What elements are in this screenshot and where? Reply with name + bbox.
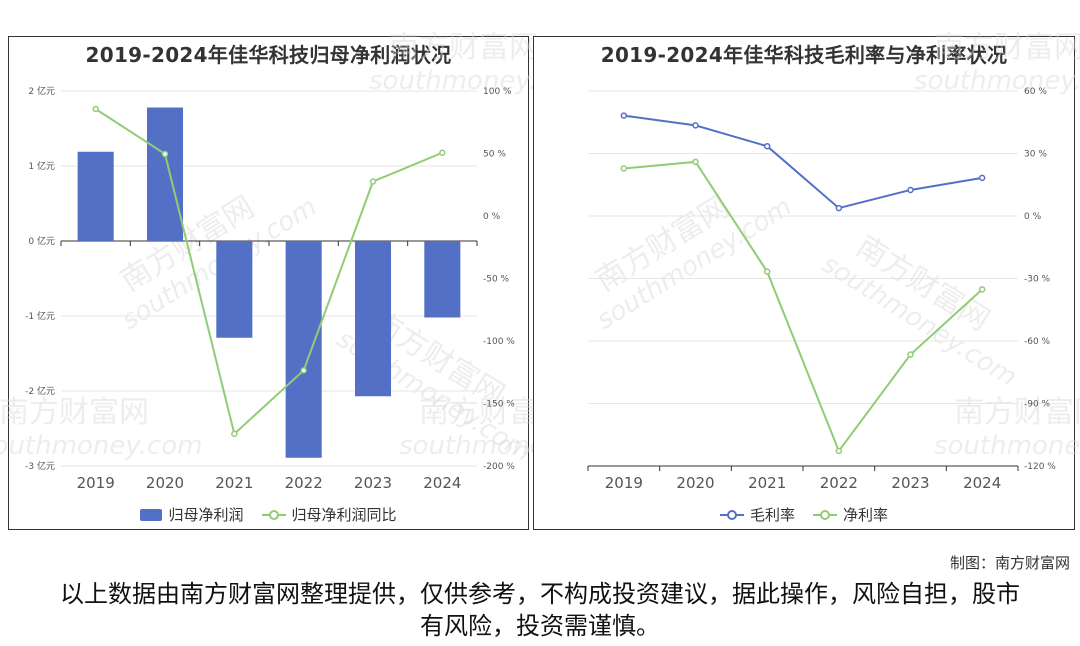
legend-item-gross-margin[interactable]: 毛利率 (719, 504, 795, 525)
y-right-tick-label: -100 % (483, 337, 515, 347)
y-right-tick-label: -120 % (1024, 462, 1056, 472)
x-category-label: 2024 (423, 474, 461, 492)
watermark-cn: 南方财富网 (934, 30, 1080, 65)
chart-credit: 制图：南方财富网 (949, 554, 1070, 572)
legend-item-net-margin[interactable]: 净利率 (813, 504, 888, 525)
y-right-tick-label: 0 % (1024, 212, 1042, 222)
gross-margin-point (835, 204, 843, 212)
right-chart-svg: 南方财富网southmoney.com南方财富网southmoney.com南方… (587, 30, 1080, 492)
watermark-en: southmoney.com (934, 431, 1080, 461)
net-margin-line (623, 160, 983, 454)
x-category-label: 2024 (963, 474, 1001, 492)
y-right-tick-label: 60 % (1024, 87, 1047, 97)
yoy-point (92, 105, 99, 113)
y-left-tick-label: -3 亿元 (25, 460, 55, 472)
net-margin-point (763, 268, 771, 275)
left-chart-panel: 2019-2024年佳华科技归母净利润状况 南方财富网 southmoney.co… (0, 30, 622, 530)
net-margin-point (620, 165, 628, 172)
x-category-label: 2019 (605, 474, 643, 492)
gross-margin-point (763, 142, 771, 150)
bar-swatch-icon (140, 508, 163, 521)
y-right-tick-label: -200 % (483, 462, 515, 472)
left-chart-title: 2019-2024年佳华科技归母净利润状况 (85, 43, 452, 67)
x-category-label: 2019 (77, 474, 115, 492)
y-right-tick-label: 50 % (483, 150, 506, 160)
net-margin-point (835, 447, 843, 455)
y-right-tick-label: 30 % (1024, 150, 1047, 160)
y-left-tick-label: 2 亿元 (28, 85, 55, 97)
watermark-cn: 南方财富网 (0, 395, 149, 430)
legend-label-net-profit: 归母净利润 (168, 506, 244, 524)
y-right-tick-label: -150 % (483, 400, 515, 410)
watermark-cn: 南方财富网 (389, 30, 539, 65)
net-margin-point (907, 351, 914, 358)
net-profit-bar (77, 151, 114, 241)
yoy-point (231, 430, 238, 438)
net-profit-bar (146, 107, 184, 241)
net-profit-bar (354, 241, 392, 397)
net-profit-bar (285, 241, 322, 458)
y-left-tick-label: 0 亿元 (28, 235, 55, 247)
y-right-tick-label: 100 % (483, 87, 512, 97)
right-chart-panel: 2019-2024年佳华科技毛利率与净利率状况 南方财富网southmoney.… (533, 30, 1080, 530)
net-profit-bar (424, 241, 461, 318)
yoy-point (300, 367, 307, 374)
yoy-line (95, 108, 443, 436)
yoy-point (439, 149, 446, 156)
gross-margin-point (978, 174, 986, 182)
x-category-label: 2022 (285, 474, 323, 492)
x-category-label: 2020 (676, 474, 714, 492)
y-left-tick-label: -2 亿元 (25, 385, 55, 397)
net-margin-point (692, 158, 699, 166)
gross-margin-line (623, 114, 983, 210)
left-chart-legend: 归母净利润 归母净利润同比 (9, 504, 528, 525)
right-chart-legend: 毛利率 净利率 (534, 504, 1074, 525)
yoy-point (369, 178, 377, 185)
left-chart-svg: 南方财富网southmoney.com南方财富网southmoney.com南方… (0, 30, 622, 492)
net-profit-bar (216, 241, 253, 338)
watermark-en: southmoney.com (0, 431, 202, 461)
x-category-label: 2023 (891, 474, 929, 492)
line-swatch-icon (261, 509, 286, 520)
right-chart-title: 2019-2024年佳华科技毛利率与净利率状况 (600, 43, 1008, 67)
x-category-label: 2020 (146, 474, 184, 492)
x-category-label: 2023 (354, 474, 392, 492)
line-swatch-icon (719, 509, 744, 520)
y-left-tick-label: 1 亿元 (28, 160, 55, 172)
y-right-tick-label: -60 % (1024, 337, 1051, 347)
net-margin-point (978, 286, 986, 293)
yoy-point (161, 150, 169, 158)
y-right-tick-label: -90 % (1024, 400, 1051, 410)
y-right-tick-label: -30 % (1024, 275, 1051, 285)
y-left-tick-label: -1 亿元 (25, 310, 55, 322)
gross-margin-point (692, 122, 699, 129)
x-category-label: 2021 (215, 474, 253, 492)
x-category-label: 2021 (748, 474, 786, 492)
line-swatch-icon (813, 509, 837, 520)
watermark-cn: 南方财富网 (954, 395, 1080, 430)
x-category-label: 2022 (820, 474, 858, 492)
legend-item-yoy[interactable]: 归母净利润同比 (261, 504, 397, 525)
y-right-tick-label: -50 % (483, 275, 510, 285)
legend-label-yoy: 归母净利润同比 (291, 506, 397, 524)
legend-label-net-margin: 净利率 (843, 506, 889, 524)
disclaimer-text: 以上数据由南方财富网整理提供，仅供参考，不构成投资建议，据此操作，风险自担，股市… (60, 580, 1020, 640)
gross-margin-point (907, 186, 914, 194)
gross-margin-point (620, 112, 628, 119)
y-right-tick-label: 0 % (483, 212, 501, 222)
legend-label-gross-margin: 毛利率 (749, 506, 795, 524)
legend-item-net-profit[interactable]: 归母净利润 (140, 504, 244, 525)
